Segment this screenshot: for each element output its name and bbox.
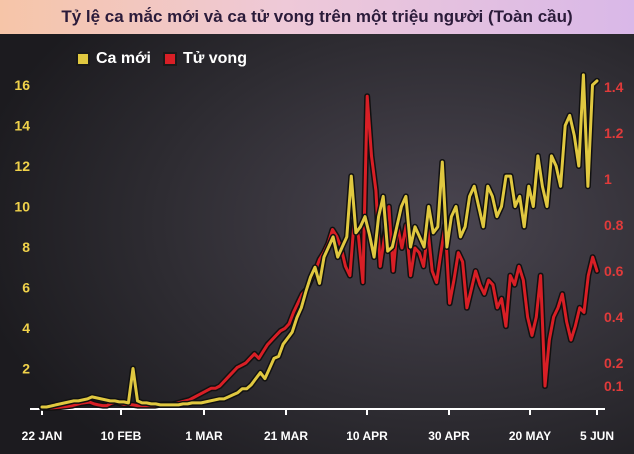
x-tick-label: 22 JAN — [22, 429, 63, 443]
title-band — [0, 0, 634, 34]
y-left-tick-label: 10 — [14, 199, 30, 215]
y-left-tick-label: 2 — [22, 361, 30, 377]
legend-item-new-cases: Ca mới — [76, 50, 151, 68]
y-right-tick-label: 0.8 — [604, 217, 624, 233]
y-left-tick-label: 4 — [22, 320, 30, 336]
legend: Ca mới Tử vong — [76, 50, 259, 68]
series-line-new-cases — [40, 73, 599, 409]
y-right-tick-label: 1.2 — [604, 125, 624, 141]
x-tick-label: 1 MAR — [185, 429, 223, 443]
plot-background — [0, 34, 634, 454]
y-left-tick-label: 14 — [14, 118, 30, 134]
chart-title: Tỷ lệ ca mắc mới và ca tử vong trên một … — [61, 7, 573, 26]
legend-label-new-cases: Ca mới — [96, 50, 151, 67]
y-left-tick-label: 12 — [14, 158, 30, 174]
y-right-tick-label: 0.4 — [604, 309, 624, 325]
y-right-tick-label: 1 — [604, 171, 612, 187]
legend-swatch-new-cases — [76, 52, 90, 66]
x-tick-label: 5 JUN — [580, 429, 614, 443]
y-right-tick-label: 0.6 — [604, 263, 624, 279]
x-tick-label: 20 MAY — [509, 429, 551, 443]
legend-label-deaths: Tử vong — [182, 50, 247, 67]
y-right-tick-label: 0.1 — [604, 378, 624, 394]
x-tick-label: 10 APR — [346, 429, 388, 443]
series-line-deaths — [40, 94, 599, 410]
legend-item-deaths: Tử vong — [162, 50, 247, 68]
x-tick-label: 10 FEB — [101, 429, 142, 443]
x-tick-label: 30 APR — [428, 429, 470, 443]
y-left-tick-label: 8 — [22, 239, 30, 255]
legend-swatch-deaths — [162, 52, 177, 66]
y-right-tick-label: 0.2 — [604, 355, 624, 371]
x-tick-label: 21 MAR — [264, 429, 308, 443]
y-left-tick-label: 16 — [14, 77, 30, 93]
y-left-tick-label: 6 — [22, 280, 30, 296]
y-right-tick-label: 1.4 — [604, 79, 624, 95]
